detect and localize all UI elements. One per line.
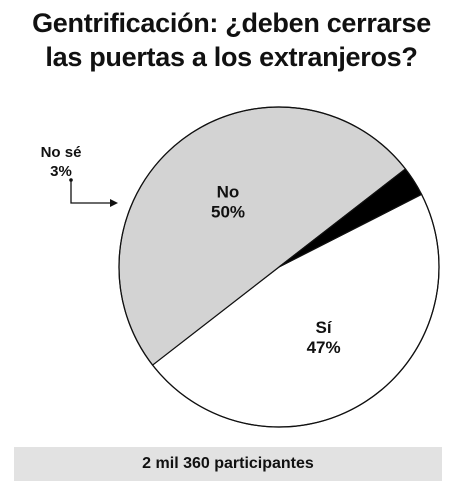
- callout-arrow-head: [110, 199, 118, 207]
- chart-title: Gentrificación: ¿deben cerrarse las puer…: [0, 6, 463, 74]
- slice-label-no: No: [217, 182, 240, 201]
- pie-outline: [118, 106, 440, 428]
- participants-note: 2 mil 360 participantes: [14, 447, 442, 481]
- slice-value-si: 47%: [307, 338, 341, 357]
- chart-title-line-1: Gentrificación: ¿deben cerrarse: [32, 8, 431, 38]
- slice-label-no-se: No sé: [41, 144, 82, 161]
- chart-title-line-2: las puertas a los extranjeros?: [45, 42, 418, 72]
- callout-arrow-line: [70, 180, 112, 204]
- slice-value-no: 50%: [211, 202, 245, 221]
- slice-value-no-se: 3%: [50, 163, 72, 180]
- callout-dot: [69, 178, 73, 182]
- pie-slices: [118, 106, 440, 428]
- slice-label-si: Sí: [316, 318, 333, 337]
- no-se-callout: No sé 3%: [41, 144, 118, 207]
